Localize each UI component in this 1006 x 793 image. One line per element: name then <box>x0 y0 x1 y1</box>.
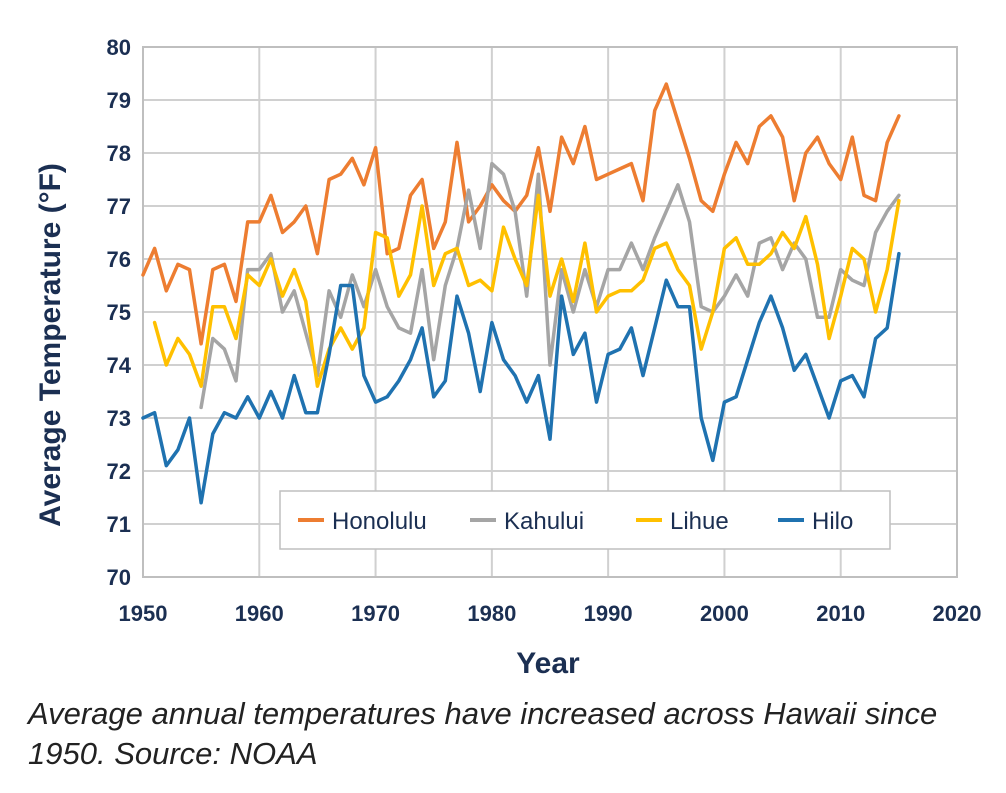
series-line-honolulu <box>141 82 901 346</box>
y-tick-label: 79 <box>107 88 131 113</box>
series-lines <box>141 82 901 505</box>
x-tick-label: 1980 <box>467 601 516 626</box>
y-tick-label: 75 <box>107 300 131 325</box>
legend-label-honolulu: Honolulu <box>332 508 427 535</box>
figure-caption: Average annual temperatures have increas… <box>28 696 938 771</box>
y-tick-label: 72 <box>107 459 131 484</box>
x-axis-title: Year <box>516 647 580 680</box>
y-tick-label: 74 <box>107 353 132 378</box>
x-tick-label: 1960 <box>235 601 284 626</box>
y-tick-label: 77 <box>107 194 131 219</box>
series-line-lihue <box>152 193 901 388</box>
legend-label-hilo: Hilo <box>812 508 853 535</box>
series-line-hilo <box>141 251 901 505</box>
y-tick-label: 71 <box>107 512 131 537</box>
x-tick-label: 2000 <box>700 601 749 626</box>
legend-label-lihue: Lihue <box>670 508 729 535</box>
x-tick-label: 2010 <box>816 601 865 626</box>
y-tick-label: 70 <box>107 565 131 590</box>
y-tick-label: 78 <box>107 141 131 166</box>
y-axis-ticks: 70 71 72 73 74 75 76 77 78 79 80 <box>107 35 132 590</box>
plot-frame <box>142 46 958 578</box>
x-tick-label: 1990 <box>584 601 633 626</box>
y-tick-label: 80 <box>107 35 131 60</box>
legend-label-kahului: Kahului <box>504 508 584 535</box>
x-tick-label: 1950 <box>119 601 168 626</box>
x-tick-label: 2020 <box>933 601 982 626</box>
x-axis-ticks: 1950 1960 1970 1980 1990 2000 2010 2020 <box>119 601 982 626</box>
y-tick-label: 76 <box>107 247 131 272</box>
x-tick-label: 1970 <box>351 601 400 626</box>
y-tick-label: 73 <box>107 406 131 431</box>
legend: Honolulu Kahului Lihue Hilo <box>279 490 891 550</box>
y-axis-title: Average Temperature (°F) <box>34 163 67 527</box>
